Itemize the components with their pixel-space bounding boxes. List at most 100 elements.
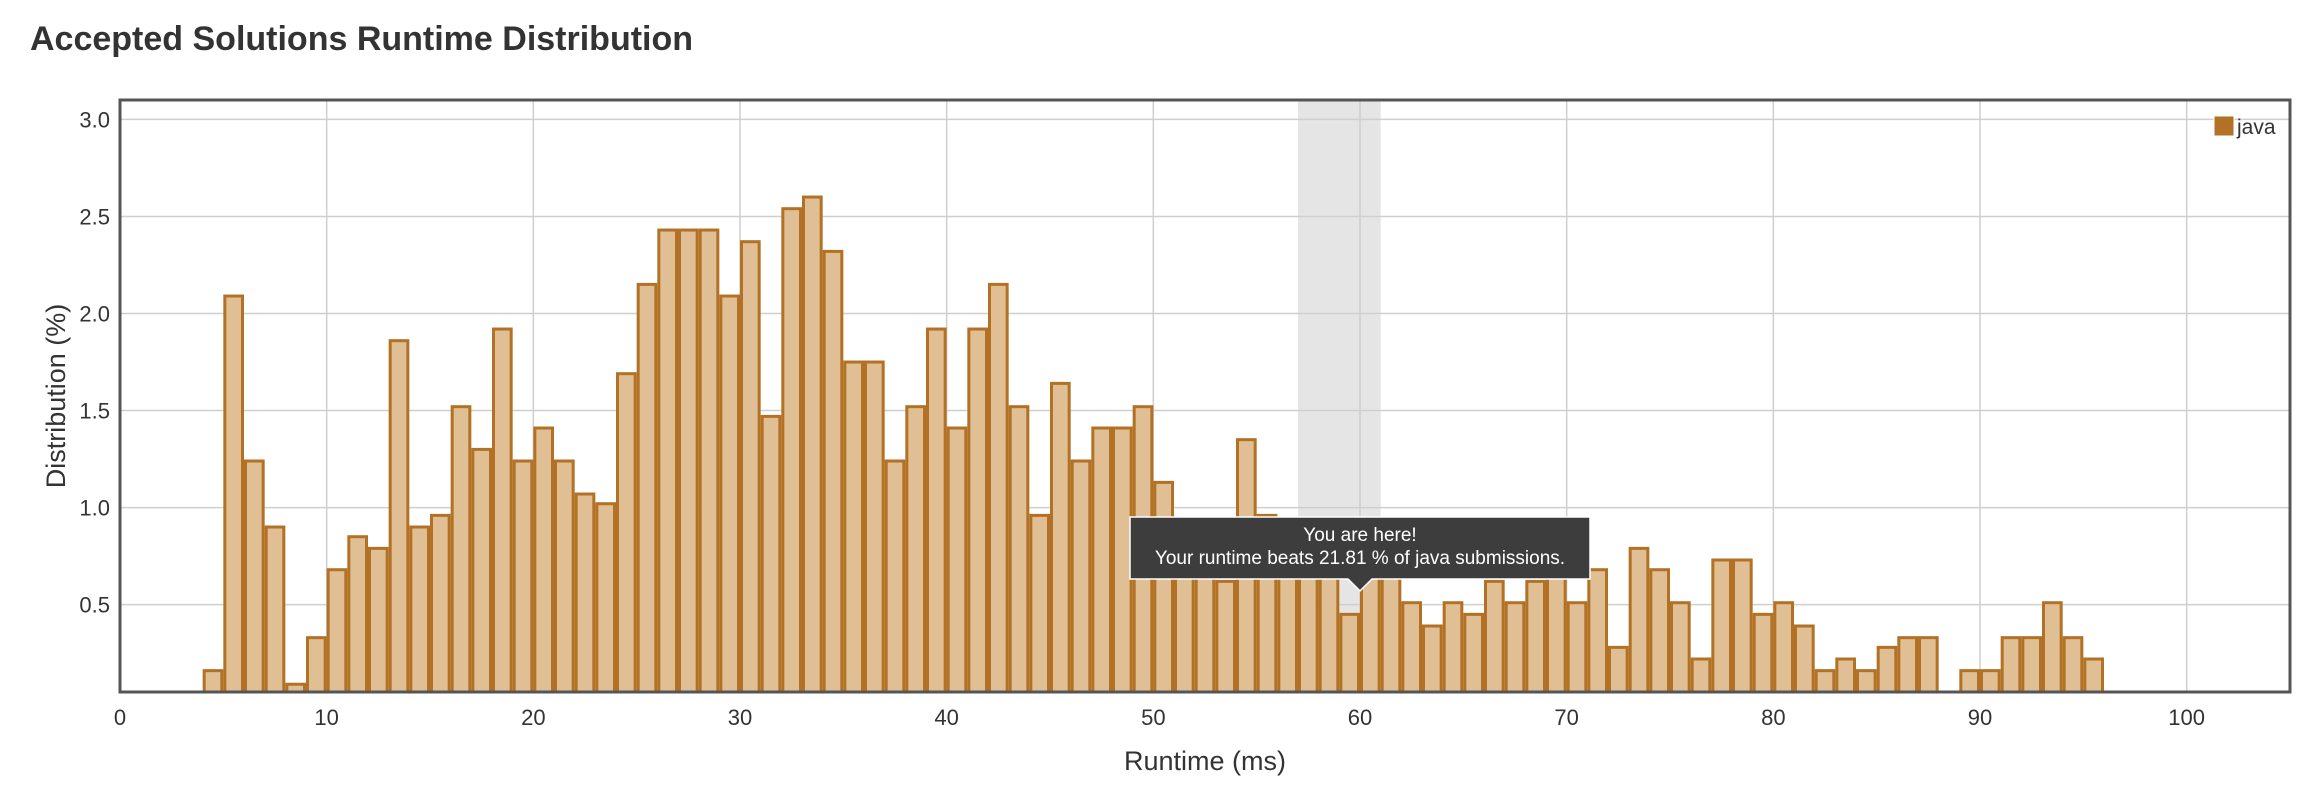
histogram-bar[interactable]	[244, 459, 265, 694]
x-tick-label: 30	[728, 705, 752, 730]
histogram-bar[interactable]	[430, 513, 451, 694]
y-tick-label: 1.0	[79, 496, 110, 521]
tooltip-box	[1129, 516, 1591, 593]
histogram-bar[interactable]	[1897, 636, 1919, 694]
histogram-bar[interactable]	[678, 228, 699, 694]
histogram-bar[interactable]	[512, 459, 534, 694]
histogram-bar[interactable]	[988, 282, 1009, 694]
histogram-bar[interactable]	[1814, 669, 1836, 694]
histogram-bar[interactable]	[864, 360, 885, 694]
histogram-bar[interactable]	[471, 447, 493, 694]
histogram-bar[interactable]	[1876, 645, 1898, 694]
histogram-bar[interactable]	[905, 405, 926, 694]
histogram-bar[interactable]	[264, 525, 286, 694]
histogram-bar[interactable]	[698, 228, 720, 694]
histogram-bar[interactable]	[1587, 568, 1609, 694]
histogram-bar[interactable]	[1442, 601, 1464, 694]
histogram-bar[interactable]	[802, 195, 823, 694]
x-tick-label: 40	[934, 705, 958, 730]
histogram-bar[interactable]	[388, 339, 410, 694]
histogram-bar[interactable]	[1029, 513, 1051, 694]
histogram-bar[interactable]	[595, 502, 616, 694]
histogram-bar[interactable]	[1401, 601, 1423, 694]
histogram-bar[interactable]	[492, 327, 513, 694]
histogram-bar[interactable]	[1422, 624, 1443, 694]
x-axis-ticks: 0 10 20 30 40 50 60 70 80 90 100	[114, 705, 2205, 730]
tooltip-line-2: Your runtime beats 21.81 % of java submi…	[1155, 548, 1565, 569]
x-tick-label: 100	[2168, 705, 2205, 730]
histogram-bar[interactable]	[202, 669, 224, 694]
histogram-bar[interactable]	[368, 546, 389, 694]
histogram-bar[interactable]	[926, 327, 947, 694]
histogram-bar[interactable]	[1628, 546, 1650, 694]
histogram-bar[interactable]	[1546, 568, 1567, 694]
histogram-bar[interactable]	[1112, 426, 1133, 694]
x-tick-label: 70	[1554, 705, 1578, 730]
histogram-bar[interactable]	[1794, 624, 1815, 694]
histogram-bar[interactable]	[326, 568, 348, 694]
histogram-bar[interactable]	[946, 426, 968, 694]
histogram-bar[interactable]	[2000, 636, 2022, 694]
histogram-bar[interactable]	[1690, 657, 1712, 694]
histogram-bar[interactable]	[450, 405, 472, 694]
histogram-bar[interactable]	[2021, 636, 2043, 694]
histogram-bar[interactable]	[1008, 405, 1030, 694]
histogram-bar[interactable]	[1670, 601, 1691, 694]
histogram-bar[interactable]	[616, 372, 637, 694]
histogram-bar[interactable]	[1525, 579, 1547, 694]
legend-swatch-java[interactable]	[2213, 115, 2235, 137]
y-axis-title: Distribution (%)	[41, 304, 71, 489]
histogram-bar[interactable]	[760, 414, 782, 694]
histogram-bar[interactable]	[1732, 558, 1753, 694]
y-axis-ticks: 0.5 1.0 1.5 2.0 2.5 3.0	[79, 107, 110, 617]
histogram-bar[interactable]	[409, 525, 431, 694]
histogram-bar[interactable]	[1091, 426, 1113, 694]
histogram-bar[interactable]	[1215, 579, 1237, 694]
histogram-bar[interactable]	[1711, 558, 1733, 694]
histogram-bar[interactable]	[533, 426, 554, 694]
histogram-bar[interactable]	[2042, 601, 2063, 694]
histogram-bar[interactable]	[1504, 601, 1526, 694]
y-tick-label: 2.0	[79, 302, 110, 327]
histogram-bar[interactable]	[347, 535, 369, 694]
histogram-bar[interactable]	[719, 294, 740, 694]
histogram-bar[interactable]	[223, 294, 244, 694]
histogram-bar[interactable]	[1856, 669, 1877, 694]
y-tick-label: 2.5	[79, 204, 110, 229]
histogram-bar[interactable]	[2062, 636, 2084, 694]
histogram-bar[interactable]	[1835, 657, 1857, 694]
histogram-bar[interactable]	[843, 360, 864, 694]
histogram-bar[interactable]	[740, 240, 761, 694]
histogram-bar[interactable]	[1153, 480, 1175, 694]
x-tick-label: 0	[114, 705, 126, 730]
histogram-bar[interactable]	[1339, 612, 1361, 694]
histogram-bar[interactable]	[1608, 645, 1629, 694]
histogram-bar[interactable]	[657, 228, 678, 694]
bars-group	[202, 195, 2104, 694]
histogram-bar[interactable]	[554, 459, 575, 694]
histogram-bar[interactable]	[1773, 601, 1795, 694]
histogram-bar[interactable]	[781, 207, 802, 694]
x-tick-label: 60	[1348, 705, 1372, 730]
x-tick-label: 20	[521, 705, 545, 730]
histogram-bar[interactable]	[822, 249, 844, 694]
histogram-bar[interactable]	[1918, 636, 1939, 694]
histogram-bar[interactable]	[2083, 657, 2104, 694]
histogram-bar[interactable]	[1649, 568, 1671, 694]
legend[interactable]: java	[2213, 115, 2276, 139]
histogram-bar[interactable]	[884, 459, 906, 694]
histogram-bar[interactable]	[574, 492, 596, 694]
histogram-bar[interactable]	[1463, 612, 1485, 694]
histogram-bar[interactable]	[636, 282, 658, 694]
histogram-bar[interactable]	[967, 327, 988, 694]
histogram-bar[interactable]	[1752, 612, 1774, 694]
histogram-bar[interactable]	[1484, 579, 1505, 694]
histogram-bar[interactable]	[1050, 381, 1071, 694]
histogram-bar[interactable]	[1980, 669, 2001, 694]
legend-label-java[interactable]: java	[2236, 116, 2276, 139]
histogram-bar[interactable]	[1959, 669, 1981, 694]
histogram-bar[interactable]	[1070, 459, 1092, 694]
histogram-bar[interactable]	[1566, 601, 1588, 694]
histogram-bar[interactable]	[306, 636, 327, 694]
